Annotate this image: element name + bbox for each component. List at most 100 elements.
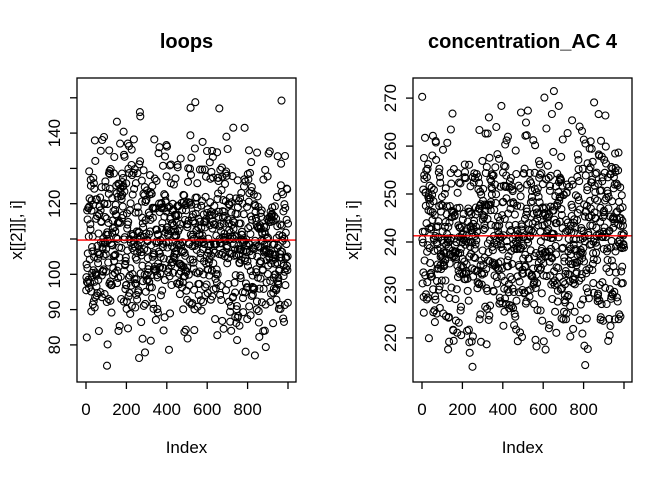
data-point (116, 272, 125, 281)
data-point (574, 276, 584, 285)
data-point (128, 190, 137, 199)
data-point (606, 321, 615, 331)
data-point (148, 293, 157, 303)
data-point (541, 203, 551, 212)
scatter-plot-concentration-ac4: 0 200 400 600 800 220 230 240 250 260 270 concentra… (343, 31, 633, 457)
data-point (498, 299, 507, 308)
data-point (583, 288, 593, 297)
data-point (140, 348, 150, 357)
data-point (198, 137, 207, 146)
data-point (616, 183, 625, 192)
data-point (141, 216, 150, 225)
data-point (454, 178, 464, 187)
data-point (147, 189, 156, 198)
data-point (277, 96, 286, 105)
data-point (552, 328, 561, 337)
x-tick-label: 600 (529, 400, 557, 419)
data-point (198, 165, 207, 174)
data-point (614, 148, 623, 157)
data-point (167, 280, 176, 290)
data-point (521, 118, 531, 127)
data-point (246, 212, 256, 221)
data-point (109, 252, 118, 261)
data-point (129, 168, 138, 177)
data-point (607, 236, 616, 245)
data-point (165, 161, 174, 170)
data-point (100, 212, 110, 222)
data-point (525, 169, 534, 178)
data-point (133, 203, 142, 212)
data-point (246, 267, 255, 276)
data-point (156, 291, 165, 300)
data-point (97, 183, 106, 192)
data-point (510, 309, 519, 318)
data-point (476, 310, 485, 319)
plot-box (412, 77, 633, 383)
data-point (603, 255, 612, 265)
data-point (420, 133, 430, 142)
data-point (418, 279, 427, 288)
data-point (561, 315, 571, 324)
data-point (110, 251, 119, 260)
data-point (146, 336, 155, 345)
data-point (204, 246, 214, 255)
data-point (522, 131, 531, 140)
data-point (105, 170, 115, 179)
data-point (107, 308, 116, 317)
data-point (225, 193, 234, 202)
data-point (439, 309, 448, 318)
data-point (539, 337, 548, 346)
x-tick-label: 600 (193, 400, 221, 419)
data-point (507, 226, 516, 235)
data-point (493, 279, 502, 288)
y-tick-label: 270 (381, 84, 400, 112)
data-point (442, 202, 451, 211)
data-point (436, 178, 445, 187)
data-point (526, 198, 535, 207)
data-point (437, 276, 446, 285)
data-point (545, 320, 554, 329)
data-point (137, 318, 146, 327)
data-point (279, 314, 288, 323)
data-point (561, 269, 570, 279)
data-point (549, 147, 558, 156)
data-point (283, 185, 292, 194)
data-point (217, 295, 226, 305)
data-point (555, 196, 564, 205)
data-point (498, 245, 507, 254)
y-tick-label: 250 (381, 180, 400, 208)
data-point (105, 166, 114, 175)
data-point (604, 204, 613, 213)
data-point (106, 296, 115, 305)
data-point (520, 262, 529, 271)
data-point (554, 263, 563, 273)
data-point (254, 318, 263, 327)
data-point (113, 279, 122, 288)
data-point (252, 297, 261, 306)
data-point (145, 171, 155, 180)
data-point (152, 176, 161, 185)
data-point (87, 196, 96, 205)
data-point (533, 184, 542, 193)
data-point (590, 98, 599, 107)
data-point (118, 178, 127, 187)
data-point (499, 161, 509, 170)
data-point (575, 316, 584, 325)
data-point (599, 316, 608, 325)
data-point (483, 286, 492, 295)
data-point (115, 321, 124, 330)
data-point (279, 271, 288, 281)
data-point (596, 136, 606, 145)
data-point (488, 242, 497, 251)
data-point (274, 241, 283, 250)
data-point (219, 324, 228, 333)
data-point (466, 237, 475, 246)
data-point (457, 331, 466, 340)
data-point (554, 233, 563, 242)
data-point (425, 181, 434, 190)
data-point (452, 285, 461, 294)
data-point (594, 110, 603, 119)
x-tick-label: 800 (569, 400, 597, 419)
data-point (155, 249, 164, 258)
data-point (247, 215, 257, 224)
